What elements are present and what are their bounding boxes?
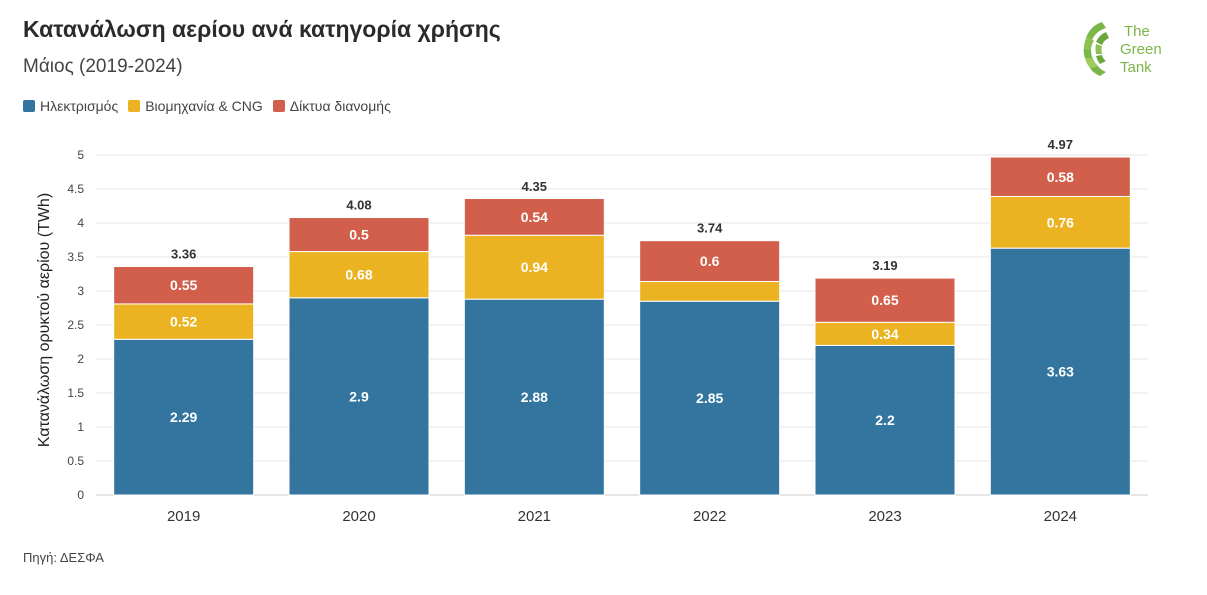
data-label: 0.68 [345, 267, 372, 283]
data-label: 2.2 [875, 412, 895, 428]
chart-bars [113, 156, 1131, 496]
logo-text-tank: Tank [1120, 59, 1152, 76]
y-tick-label: 1.5 [67, 386, 84, 400]
total-label: 3.74 [697, 221, 723, 236]
total-label: 3.36 [171, 247, 196, 262]
y-tick-label: 2 [77, 352, 84, 366]
legend-item-industry[interactable]: Βιομηχανία & CNG [128, 98, 263, 114]
bar-segment-2021-1[interactable] [463, 234, 605, 300]
bar-segment-2022-2[interactable] [639, 240, 781, 282]
chart-title: Κατανάλωση αερίου ανά κατηγορία χρήσης [23, 16, 501, 42]
data-label: 2.9 [349, 388, 369, 404]
bar-segment-2022-1[interactable] [639, 280, 781, 302]
leaf-mark-icon [1083, 22, 1109, 76]
bar-segment-2021-0[interactable] [463, 298, 605, 496]
y-tick-label: 2.5 [67, 318, 84, 332]
y-tick-label: 5 [77, 148, 84, 162]
data-label: 0.54 [521, 209, 548, 225]
y-tick-label: 3 [77, 284, 84, 298]
bar-segment-2019-1[interactable] [113, 303, 255, 340]
data-label: 0.6 [700, 253, 720, 269]
bar-segment-2023-2[interactable] [814, 277, 956, 323]
bar-segment-2020-0[interactable] [288, 297, 430, 496]
data-label: 2.85 [696, 390, 723, 406]
legend-item-electricity[interactable]: Ηλεκτρισμός [23, 98, 118, 114]
legend-item-distribution[interactable]: Δίκτυα διανομής [272, 98, 391, 114]
bar-segment-2020-2[interactable] [288, 217, 430, 253]
legend-swatch-distribution [272, 100, 285, 112]
chart-labels: 2.29 0.52 0.55 3.36 2.9 0.68 0.5 4.08 2.88 0.94 0.… [170, 137, 1074, 428]
data-label: 3.63 [1047, 364, 1074, 380]
x-tick-label: 2023 [868, 508, 901, 525]
data-label: 0.52 [170, 314, 197, 330]
chart-subtitle: Μάιος (2019-2024) [23, 56, 183, 77]
y-tick-label: 0.5 [67, 454, 84, 468]
total-label: 4.08 [346, 198, 371, 213]
data-label: 0.58 [1047, 169, 1074, 185]
chart-axes: 0 0.5 1 1.5 2 2.5 3 3.5 4 4.5 5 Κατανάλωση ορυκτού … [36, 148, 1077, 525]
y-tick-label: 4.5 [67, 182, 84, 196]
data-label: 0.94 [521, 259, 548, 275]
y-tick-label: 3.5 [67, 250, 84, 264]
y-tick-label: 0 [77, 488, 84, 502]
x-tick-label: 2024 [1044, 508, 1077, 525]
legend: Ηλεκτρισμός Βιομηχανία & CNG Δίκτυα διαν… [23, 98, 401, 114]
bar-segment-2022-0[interactable] [639, 300, 781, 496]
data-label: 0.34 [871, 326, 898, 342]
total-label: 3.19 [872, 258, 897, 273]
logo-text-green: Green [1120, 41, 1162, 58]
data-label: 0.65 [871, 292, 898, 308]
legend-label-distribution: Δίκτυα διανομής [289, 98, 391, 114]
x-tick-label: 2020 [342, 508, 375, 525]
the-green-tank-logo: The Green Tank [1083, 22, 1162, 76]
total-label: 4.97 [1048, 137, 1073, 152]
x-tick-label: 2021 [518, 508, 551, 525]
y-axis-label: Κατανάλωση ορυκτού αερίου (TWh) [36, 193, 53, 447]
data-label: 2.29 [170, 409, 197, 425]
y-tick-label: 4 [77, 216, 84, 230]
data-label: 0.55 [170, 277, 197, 293]
legend-label-electricity: Ηλεκτρισμός [40, 98, 119, 114]
logo-text-the: The [1124, 23, 1150, 40]
bar-segment-2020-1[interactable] [288, 251, 430, 299]
bar-segment-2019-2[interactable] [113, 266, 255, 305]
source-note: Πηγή: ΔΕΣΦΑ [23, 550, 104, 565]
bar-segment-2024-2[interactable] [989, 156, 1131, 197]
total-label: 4.35 [522, 179, 547, 194]
legend-swatch-industry [128, 100, 141, 112]
chart-grid [96, 154, 1148, 496]
x-tick-label: 2022 [693, 508, 726, 525]
legend-label-industry: Βιομηχανία & CNG [145, 98, 263, 114]
legend-swatch-electricity [23, 100, 35, 112]
y-tick-label: 1 [77, 420, 84, 434]
data-label: 0.5 [349, 227, 369, 243]
bar-segment-2021-2[interactable] [463, 198, 605, 236]
bar-segment-2024-1[interactable] [989, 195, 1131, 249]
data-label: 0.76 [1047, 214, 1074, 230]
x-tick-label: 2019 [167, 508, 200, 525]
bar-segment-2023-0[interactable] [814, 344, 956, 496]
data-label: 2.88 [521, 389, 548, 405]
bar-segment-2024-0[interactable] [989, 247, 1131, 496]
